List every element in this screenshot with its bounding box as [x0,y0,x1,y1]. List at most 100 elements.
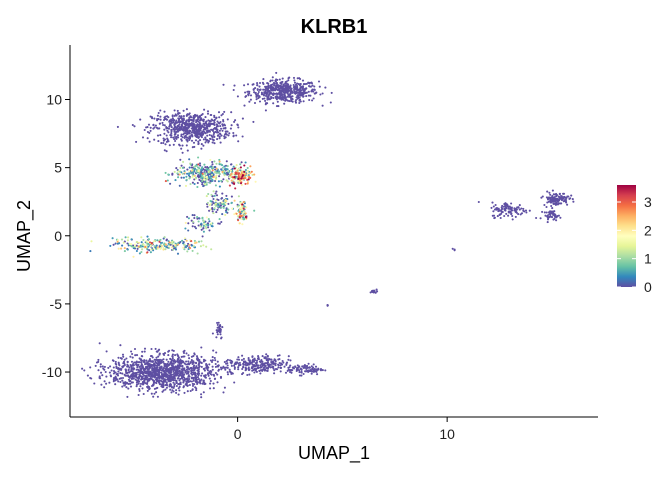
data-point [553,196,556,199]
data-point [230,195,233,198]
data-point [250,170,253,173]
y-tick-label: 0 [54,228,62,244]
data-point [218,137,221,140]
data-point [178,389,181,392]
data-point [226,165,229,168]
data-point [239,166,242,169]
data-point [555,201,558,204]
data-point [171,248,175,251]
data-point [220,336,223,339]
data-point [209,181,212,184]
data-point [291,100,294,103]
data-point [234,119,237,122]
data-point [496,215,499,218]
data-point [175,391,178,394]
data-point [216,130,219,133]
data-point [275,96,278,99]
data-point [126,242,129,245]
data-point [329,101,332,104]
data-point [126,371,129,374]
data-point [187,222,190,225]
data-point [143,243,146,247]
data-point [548,215,551,219]
data-point [212,133,215,136]
data-point [209,372,212,376]
data-point [83,369,86,372]
data-point [205,130,208,133]
data-point [165,140,168,143]
data-point [181,239,184,242]
data-point [155,350,158,353]
data-point [503,214,506,218]
data-point [307,90,310,93]
data-point [171,377,174,381]
data-point [168,245,171,248]
data-point [162,369,165,372]
data-point [263,369,266,372]
data-point [281,363,284,366]
data-point [187,354,190,357]
data-point [126,248,129,251]
data-point [221,201,224,204]
data-point [146,137,149,140]
data-point [155,247,158,250]
data-point [182,109,185,112]
data-point [175,130,178,133]
data-point [130,369,133,372]
data-point [266,98,269,101]
data-point [181,166,184,169]
data-point [278,87,281,90]
data-point [211,160,214,164]
data-point [203,108,206,111]
data-point [202,138,205,141]
data-point [135,354,139,357]
data-point [194,227,198,230]
data-point [176,370,179,373]
data-point [151,360,154,363]
data-point [130,243,133,246]
data-point [178,173,181,176]
data-point [183,355,186,358]
data-point [216,364,219,368]
data-point [233,167,236,170]
data-point [171,373,175,376]
data-point [176,354,179,357]
data-point [181,368,184,371]
data-point [272,92,275,95]
data-point [151,384,154,387]
data-point [142,368,145,371]
data-point [267,96,270,99]
data-point [190,380,193,383]
data-point [138,389,141,392]
data-point [201,382,204,385]
data-point [154,124,157,127]
data-point [219,204,222,207]
data-point [193,225,196,228]
data-point [142,383,145,386]
data-point [153,138,156,141]
data-point [201,166,204,169]
data-point [123,250,126,253]
data-point [194,177,197,180]
data-point [261,93,265,96]
data-point [213,194,216,197]
data-point [118,367,121,370]
data-point [213,160,216,163]
data-point [272,367,275,370]
data-point [114,360,117,363]
data-point [114,383,117,386]
data-point [170,126,173,129]
data-point [105,350,108,353]
data-point [167,127,171,130]
data-point [182,376,185,379]
data-point [211,166,214,169]
data-point [196,382,199,386]
data-point [296,82,299,85]
data-point [300,370,303,373]
data-point [205,245,208,248]
data-point [258,369,261,373]
data-point [214,359,217,362]
data-point [561,196,564,199]
data-point [226,366,229,369]
data-point [112,377,116,380]
